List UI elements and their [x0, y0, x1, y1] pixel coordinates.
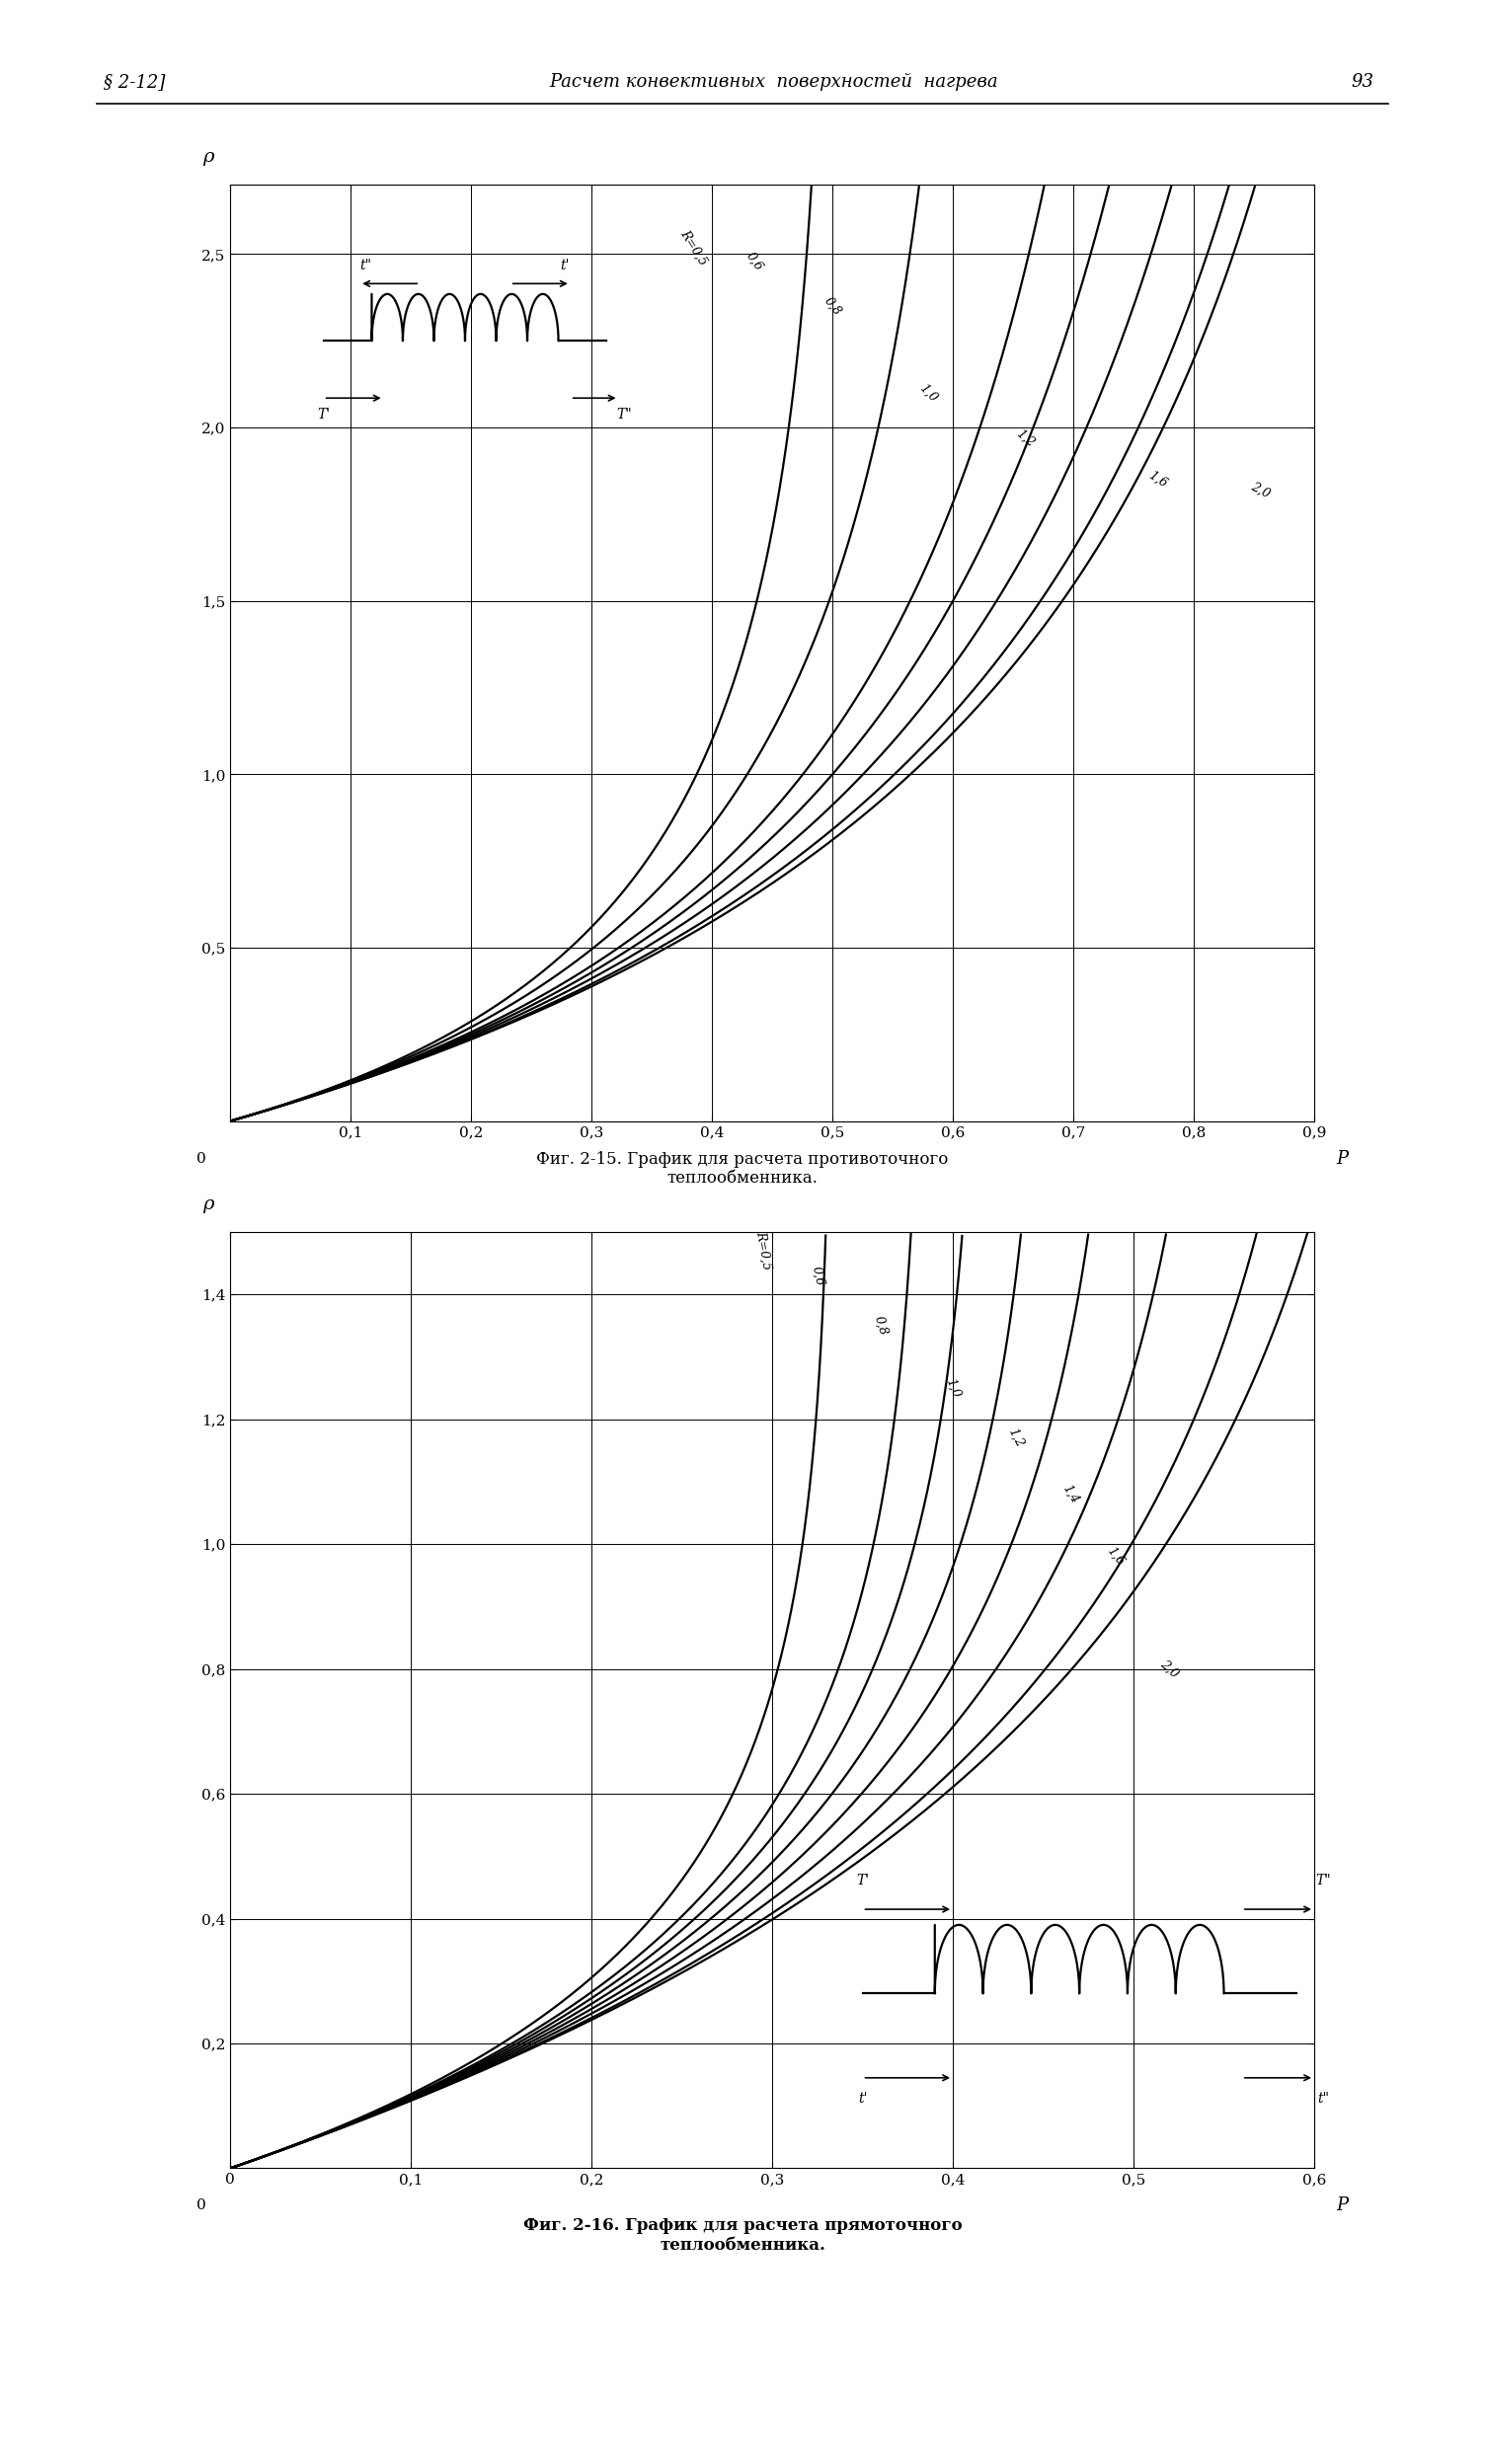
Text: § 2-12]: § 2-12] — [104, 74, 165, 91]
Text: 1,2: 1,2 — [1005, 1427, 1026, 1449]
Text: R=0,5: R=0,5 — [753, 1230, 772, 1271]
Text: 0,8: 0,8 — [872, 1313, 890, 1338]
Text: T": T" — [1316, 1873, 1331, 1887]
Text: t": t" — [1317, 2092, 1329, 2107]
Text: t': t' — [560, 259, 569, 274]
Text: Фиг. 2-15. График для расчета противоточного
теплообменника.: Фиг. 2-15. График для расчета противоточ… — [536, 1151, 949, 1188]
Text: 0: 0 — [196, 2198, 206, 2213]
Text: R=0,5: R=0,5 — [679, 227, 710, 266]
Text: 1,2: 1,2 — [1013, 426, 1037, 448]
Text: 0,6: 0,6 — [809, 1264, 826, 1286]
Text: P: P — [1336, 1151, 1348, 1168]
Text: 1,0: 1,0 — [918, 382, 940, 404]
Text: 1,0: 1,0 — [943, 1377, 962, 1400]
Text: Расчет конвективных  поверхностей  нагрева: Расчет конвективных поверхностей нагрева — [549, 74, 998, 91]
Text: 93: 93 — [1351, 74, 1374, 91]
Text: ρ: ρ — [203, 148, 214, 165]
Text: 1,6: 1,6 — [1105, 1545, 1127, 1567]
Text: 1,4: 1,4 — [1060, 1483, 1081, 1506]
Text: T': T' — [316, 409, 330, 421]
Text: ρ: ρ — [203, 1195, 214, 1212]
Text: 0,8: 0,8 — [821, 293, 843, 318]
Text: T": T" — [616, 409, 633, 421]
Text: 1,6: 1,6 — [1146, 468, 1169, 490]
Text: T': T' — [855, 1873, 869, 1887]
Text: 0,6: 0,6 — [742, 249, 765, 274]
Text: 0: 0 — [196, 1151, 206, 1165]
Text: 2,0: 2,0 — [1249, 480, 1271, 500]
Text: 2,0: 2,0 — [1158, 1658, 1181, 1680]
Text: Фиг. 2-16. График для расчета прямоточного
теплообменника.: Фиг. 2-16. График для расчета прямоточно… — [523, 2218, 962, 2255]
Text: t': t' — [858, 2092, 867, 2107]
Text: t": t" — [359, 259, 371, 274]
Text: P: P — [1336, 2198, 1348, 2215]
